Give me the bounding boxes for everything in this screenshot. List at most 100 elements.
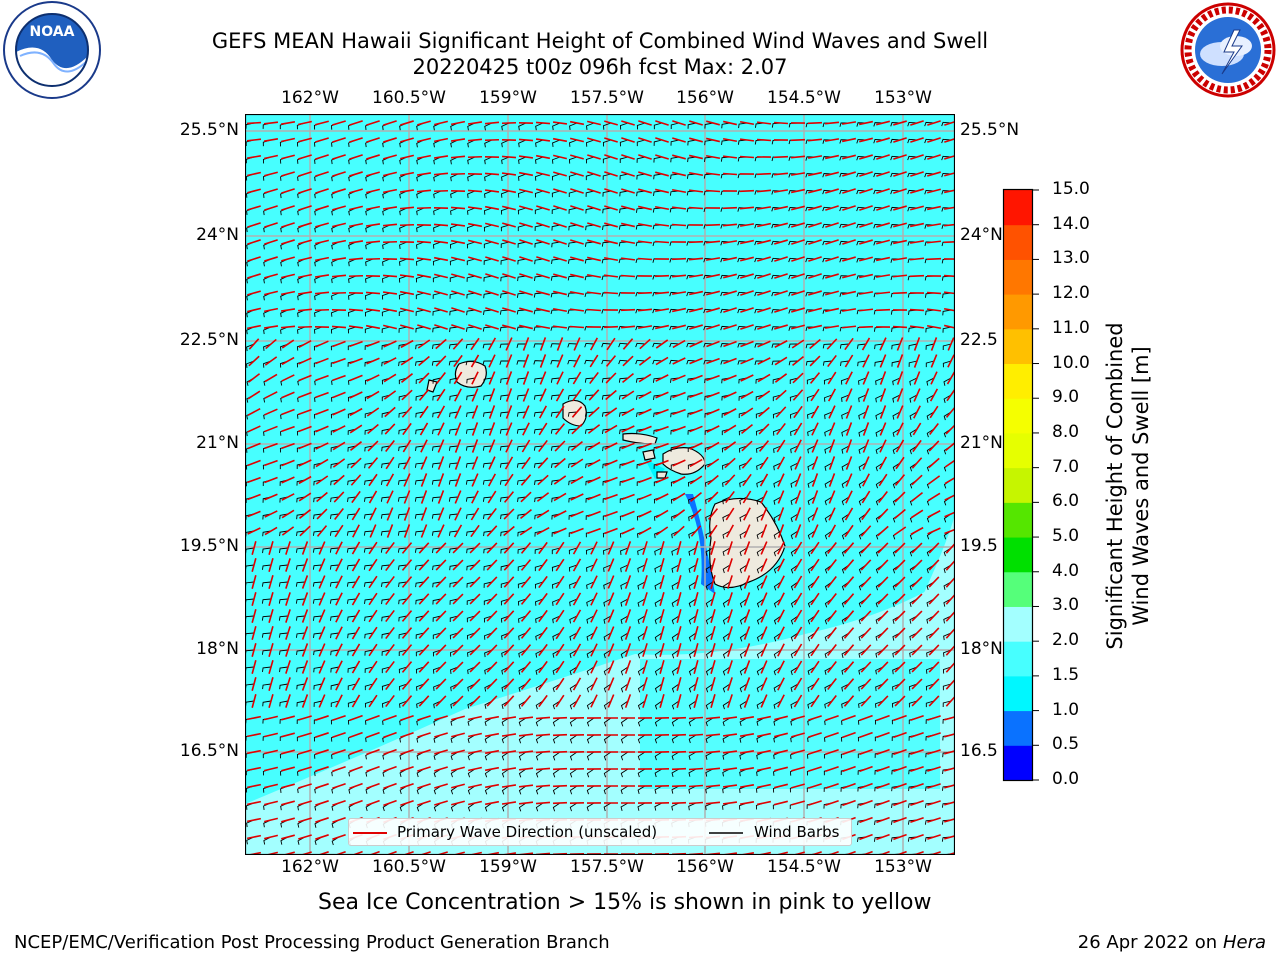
wave-direction-arrow	[349, 171, 363, 177]
wave-direction-arrow	[247, 493, 261, 501]
wind-barb	[381, 462, 391, 469]
wave-direction-arrow	[590, 558, 598, 572]
wave-direction-arrow	[469, 542, 481, 554]
wave-direction-arrow	[501, 750, 517, 754]
wave-direction-arrow	[690, 492, 702, 502]
wave-direction-arrow	[399, 290, 415, 296]
wind-barb	[857, 343, 867, 349]
wave-direction-arrow	[369, 524, 377, 538]
wave-direction-arrow	[672, 357, 686, 365]
wave-direction-arrow	[264, 239, 278, 245]
wave-direction-arrow	[485, 273, 499, 279]
wind-barb	[516, 394, 527, 400]
wind-barb	[669, 359, 680, 365]
wind-barb	[773, 598, 782, 608]
wave-direction-arrow	[621, 390, 635, 400]
wave-direction-arrow	[264, 459, 278, 467]
wave-direction-arrow	[520, 576, 532, 588]
wave-direction-arrow	[909, 222, 925, 228]
wave-direction-arrow	[860, 678, 872, 690]
wind-barb	[722, 547, 731, 557]
wind-barb	[467, 734, 476, 744]
wind-barb	[620, 683, 629, 693]
wave-direction-arrow	[281, 188, 295, 194]
wave-direction-arrow	[638, 356, 652, 366]
wave-direction-arrow	[538, 660, 548, 674]
wind-barb	[671, 802, 680, 811]
wind-barb	[313, 462, 323, 469]
wind-barb	[518, 734, 527, 744]
wave-direction-arrow	[332, 357, 346, 365]
wind-barb	[364, 462, 374, 469]
wind-barb	[739, 479, 748, 488]
wind-barb	[501, 785, 510, 795]
wind-barb	[500, 292, 510, 299]
wave-direction-arrow	[400, 373, 414, 383]
wave-direction-arrow	[315, 834, 329, 840]
wind-barb	[584, 394, 595, 400]
wind-barb	[739, 547, 748, 557]
wave-direction-arrow	[757, 340, 771, 348]
wave-direction-arrow	[792, 356, 804, 366]
wind-barb	[551, 564, 561, 572]
wind-barb	[295, 564, 306, 570]
wave-direction-arrow	[739, 716, 755, 720]
wind-barb	[535, 615, 544, 624]
wind-barb	[824, 496, 833, 506]
wave-direction-arrow	[604, 527, 618, 535]
wave-direction-arrow	[828, 439, 836, 453]
wave-direction-arrow	[727, 592, 733, 606]
wind-barb	[772, 411, 782, 419]
wave-direction-arrow	[604, 407, 618, 417]
wave-direction-arrow	[285, 694, 291, 708]
colorbar-tick-label: 13.0	[1052, 248, 1090, 269]
wind-barb	[687, 122, 697, 129]
wave-direction-arrow	[654, 291, 670, 295]
wind-barb	[346, 547, 357, 553]
wave-direction-arrow	[893, 833, 907, 841]
wind-barb	[789, 377, 799, 385]
wave-direction-arrow	[590, 643, 598, 657]
wave-direction-arrow	[486, 661, 498, 673]
wave-direction-arrow	[655, 339, 669, 349]
wind-barb	[482, 360, 493, 366]
wave-direction-arrow	[453, 371, 463, 385]
wind-barb	[500, 224, 510, 232]
wind-barb	[483, 377, 493, 384]
wave-direction-arrow	[386, 490, 394, 504]
wave-direction-arrow	[843, 610, 855, 622]
wave-direction-arrow	[264, 783, 278, 789]
wave-direction-arrow	[450, 138, 466, 142]
wave-direction-arrow	[518, 733, 534, 737]
wave-direction-arrow	[811, 456, 819, 470]
wind-barb	[601, 342, 612, 348]
footer-date-text: 26 Apr 2022 on	[1077, 932, 1223, 953]
wave-direction-arrow	[518, 155, 534, 159]
wind-barb	[517, 258, 527, 265]
wind-barb	[807, 581, 816, 591]
wave-direction-arrow	[417, 715, 431, 721]
wave-direction-arrow	[401, 661, 413, 673]
wave-direction-arrow	[673, 525, 685, 537]
wave-direction-arrow	[638, 493, 652, 501]
wind-barb	[585, 445, 595, 452]
wave-direction-arrow	[860, 593, 872, 605]
wind-barb	[466, 377, 476, 384]
wind-barb	[688, 581, 697, 591]
wind-barb	[890, 224, 901, 229]
wave-direction-arrow	[624, 660, 632, 674]
wind-barb	[533, 411, 544, 417]
wind-barb	[314, 309, 323, 317]
wave-direction-arrow	[382, 291, 398, 295]
wind-barb	[771, 291, 782, 297]
wind-barb	[312, 547, 323, 553]
wind-barb	[603, 734, 612, 744]
wind-barb	[397, 547, 408, 553]
wave-direction-arrow	[759, 456, 769, 470]
wind-barb	[755, 394, 765, 401]
wind-barb	[926, 394, 935, 403]
wave-direction-arrow	[264, 800, 278, 806]
wave-direction-arrow	[624, 643, 632, 657]
wind-barb	[567, 394, 578, 400]
wave-direction-arrow	[315, 205, 329, 211]
